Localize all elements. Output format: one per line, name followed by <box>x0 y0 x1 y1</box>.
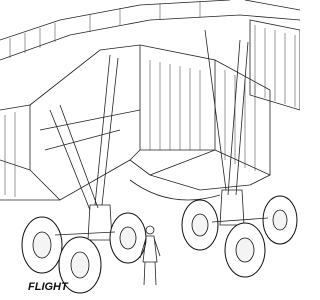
right-bogie <box>181 195 298 278</box>
hub <box>119 226 137 250</box>
gear-struts <box>39 29 249 241</box>
logo: FLIGHT <box>28 281 69 293</box>
left-bogie <box>21 212 147 294</box>
person <box>139 225 161 286</box>
hub <box>235 237 255 263</box>
page: FLIGHT {"logo": "FLIGHT"} (() => { const… <box>0 0 300 294</box>
hub <box>32 231 52 259</box>
gear-bay <box>0 44 271 201</box>
hub <box>70 251 90 279</box>
fuselage <box>0 0 300 111</box>
cutaway-illustration: FLIGHT <box>0 0 300 294</box>
hub <box>191 213 209 237</box>
hub <box>272 209 288 231</box>
